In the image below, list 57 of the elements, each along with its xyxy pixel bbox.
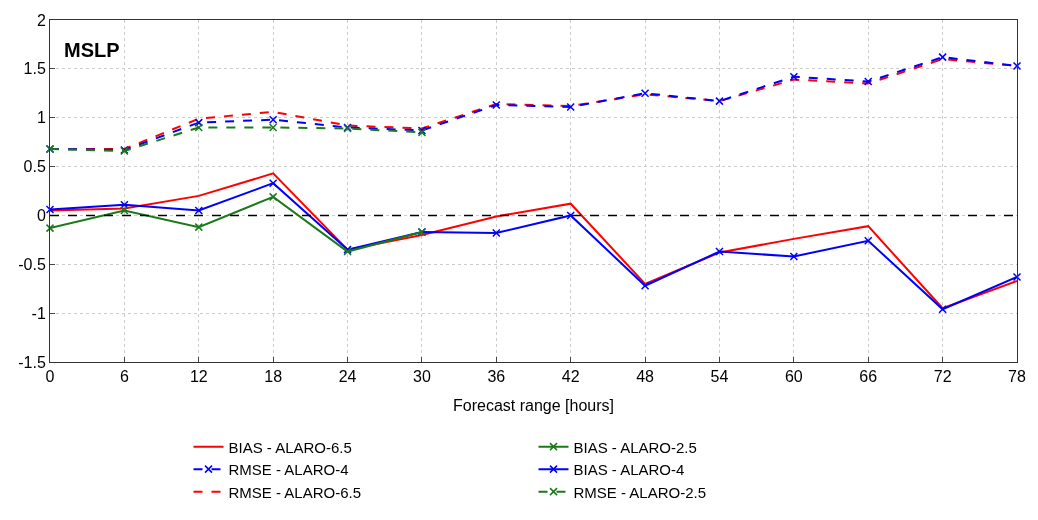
point [789,252,799,261]
point [194,206,204,215]
x-tick-label: 36 [487,368,506,386]
point [268,192,278,202]
point [863,77,873,86]
point [194,118,204,127]
point [268,178,278,188]
legend-label: RMSE - ALARO-6.5 [228,483,362,501]
x-tick-label: 78 [1008,368,1026,386]
x-tick-label: 42 [561,368,580,386]
x-tick-label: 24 [338,368,357,386]
point [194,123,204,132]
x-tick-label: 72 [933,368,952,386]
point [566,211,575,220]
legend-label: BIAS - ALARO-6.5 [228,438,352,456]
point [120,200,129,209]
point [492,100,501,110]
y-tick-label: 0.5 [23,158,46,176]
x-tick-label: 30 [413,368,431,386]
x-axis-title: Forecast range [hours] [453,396,614,414]
point [715,247,724,256]
point [640,281,650,291]
point [566,102,575,112]
point [45,205,55,214]
y-tick-label: 2 [36,11,46,29]
point [194,222,204,232]
y-tick-label: -0.5 [18,255,46,273]
point [715,96,724,106]
point [492,228,501,238]
point [1012,272,1022,282]
x-tick-label: 48 [636,368,655,386]
y-tick-label: 0 [36,207,46,225]
y-tick-label: 1 [36,109,46,127]
point [640,89,650,98]
x-tick-label: 18 [264,368,283,386]
y-tick-label: 1.5 [23,60,46,78]
point [120,206,129,215]
y-tick-label: -1 [31,304,46,322]
point [789,72,799,81]
y-tick-label: -1.5 [18,353,46,371]
x-tick-label: 60 [784,368,803,386]
legend-label: BIAS - ALARO-2.5 [573,438,697,456]
point [268,123,278,132]
x-tick-label: 54 [710,368,729,386]
text: MSLP [64,39,120,61]
point [863,236,873,246]
point [1012,61,1022,71]
point [45,223,55,233]
point [938,52,947,62]
point [268,115,278,124]
point [938,304,947,314]
legend-label: RMSE - ALARO-4 [228,461,349,478]
x-tick-label: 12 [189,368,208,386]
legend-label: RMSE - ALARO-2.5 [573,483,707,501]
x-tick-label: 6 [119,368,129,386]
legend-label: BIAS - ALARO-4 [573,461,685,478]
x-tick-label: 66 [859,368,878,386]
